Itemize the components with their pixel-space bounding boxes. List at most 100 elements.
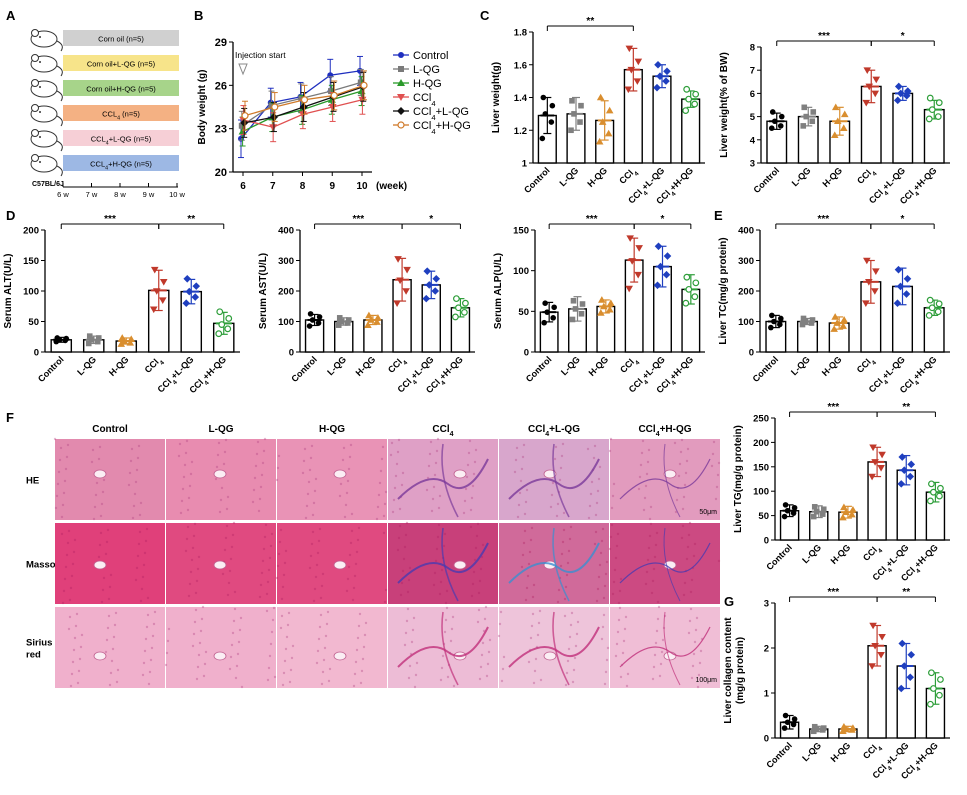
tissue-speckle bbox=[64, 565, 68, 569]
tissue-speckle bbox=[228, 569, 232, 573]
tissue-speckle bbox=[462, 511, 466, 515]
tissue-speckle bbox=[524, 500, 528, 504]
tissue-speckle bbox=[401, 569, 405, 573]
tissue-speckle bbox=[497, 634, 501, 638]
histology-image bbox=[166, 439, 276, 520]
tissue-speckle bbox=[232, 521, 236, 525]
tissue-speckle bbox=[289, 668, 293, 672]
histology-column-label: CCl4+H-QG bbox=[638, 424, 691, 438]
marker bbox=[863, 67, 872, 74]
tissue-speckle bbox=[217, 441, 221, 445]
marker bbox=[654, 60, 662, 69]
tissue-speckle bbox=[653, 653, 657, 657]
tissue-speckle bbox=[601, 625, 605, 629]
histology-row-label-2: red bbox=[26, 650, 41, 661]
marker bbox=[839, 513, 847, 521]
tissue-speckle bbox=[346, 577, 350, 581]
marker bbox=[598, 118, 607, 125]
marker bbox=[906, 472, 915, 481]
tissue-speckle bbox=[128, 471, 132, 475]
tissue-speckle bbox=[144, 539, 148, 543]
timeline-label: 10 w bbox=[169, 190, 185, 199]
tissue-speckle bbox=[190, 558, 194, 562]
x-tick-label: CCl4 bbox=[861, 542, 884, 565]
tissue-speckle bbox=[463, 499, 467, 503]
tissue-speckle bbox=[79, 645, 83, 649]
tissue-speckle bbox=[71, 562, 75, 566]
tissue-speckle bbox=[594, 530, 598, 534]
marker bbox=[607, 299, 615, 306]
marker bbox=[934, 308, 942, 316]
tissue-speckle bbox=[197, 653, 201, 657]
tissue-speckle bbox=[440, 568, 444, 572]
group-box bbox=[63, 80, 179, 96]
marker bbox=[596, 93, 605, 101]
tissue-speckle bbox=[355, 550, 359, 554]
tissue-speckle bbox=[445, 606, 449, 610]
histology-image bbox=[499, 439, 609, 520]
tissue-speckle bbox=[186, 525, 190, 529]
tissue-speckle bbox=[63, 479, 67, 483]
marker bbox=[403, 266, 411, 274]
tissue-speckle bbox=[69, 684, 73, 688]
tissue-speckle bbox=[485, 674, 489, 678]
sig-label: *** bbox=[827, 402, 839, 413]
y-tick-label: 26 bbox=[215, 80, 227, 92]
marker bbox=[896, 89, 905, 98]
marker bbox=[568, 127, 574, 134]
tissue-speckle bbox=[603, 584, 607, 588]
tissue-speckle bbox=[73, 538, 77, 542]
y-tick-label: 0 bbox=[34, 348, 39, 359]
tissue-speckle bbox=[184, 451, 188, 455]
tissue-speckle bbox=[597, 575, 601, 579]
marker bbox=[606, 305, 614, 313]
tissue-speckle bbox=[615, 544, 619, 548]
tissue-speckle bbox=[153, 610, 157, 614]
tissue-speckle bbox=[234, 676, 238, 680]
tissue-speckle bbox=[408, 664, 412, 668]
tissue-speckle bbox=[436, 535, 440, 539]
tissue-speckle bbox=[112, 635, 116, 639]
vessel bbox=[93, 560, 107, 570]
tissue-speckle bbox=[350, 529, 354, 533]
vessel bbox=[333, 469, 347, 479]
marker bbox=[656, 262, 665, 271]
tissue-speckle bbox=[363, 633, 367, 637]
y-tick-label: 100 bbox=[753, 487, 769, 498]
tissue-speckle bbox=[486, 662, 490, 666]
marker bbox=[777, 321, 783, 328]
tissue-speckle bbox=[59, 446, 63, 450]
tissue-speckle bbox=[601, 527, 605, 531]
group-box bbox=[63, 30, 179, 46]
tissue-speckle bbox=[142, 661, 146, 665]
tissue-speckle bbox=[713, 509, 717, 513]
tissue-speckle bbox=[302, 459, 306, 463]
marker bbox=[309, 317, 316, 323]
tissue-speckle bbox=[435, 547, 439, 551]
histology-image bbox=[610, 439, 720, 520]
tissue-speckle bbox=[655, 629, 659, 633]
marker bbox=[364, 321, 372, 328]
marker bbox=[682, 107, 690, 114]
tissue-speckle bbox=[354, 660, 358, 664]
tissue-speckle bbox=[231, 533, 235, 537]
tissue-speckle bbox=[358, 612, 362, 616]
tissue-speckle bbox=[251, 500, 255, 504]
y-tick-label: 6 bbox=[750, 89, 755, 100]
tissue-speckle bbox=[516, 515, 520, 519]
marker bbox=[118, 334, 127, 341]
tissue-speckle bbox=[686, 447, 690, 451]
marker bbox=[218, 321, 226, 328]
tissue-speckle bbox=[404, 631, 408, 635]
tissue-speckle bbox=[181, 487, 185, 491]
tissue-speckle bbox=[404, 533, 408, 537]
fibrosis-septa bbox=[508, 626, 600, 668]
marker bbox=[771, 318, 777, 325]
group-box bbox=[63, 55, 179, 71]
tissue-speckle bbox=[470, 496, 474, 500]
vessel bbox=[663, 651, 677, 661]
tissue-speckle bbox=[590, 480, 594, 484]
tissue-speckle bbox=[688, 521, 692, 525]
tissue-speckle bbox=[408, 566, 412, 570]
tissue-speckle bbox=[284, 549, 288, 553]
